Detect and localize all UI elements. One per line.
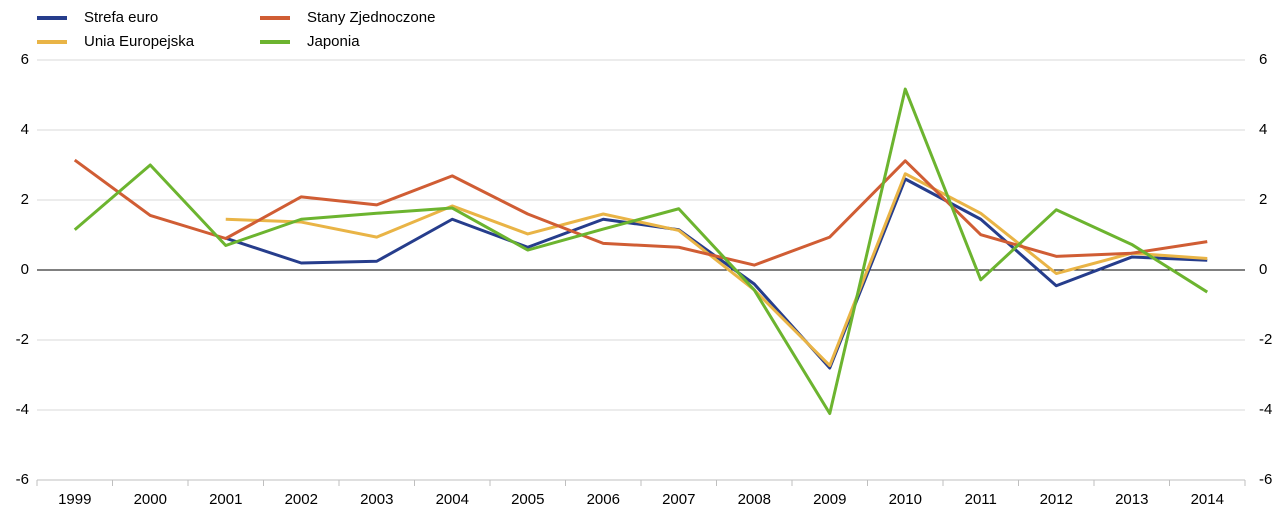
- y-tick-label: 6: [21, 51, 29, 68]
- x-tick-label: 2007: [662, 491, 695, 508]
- series-line: [73, 158, 1208, 267]
- y2-tick-label: -2: [1259, 331, 1272, 348]
- legend-label: Japonia: [307, 33, 360, 50]
- legend-label: Strefa euro: [84, 9, 158, 26]
- x-tick-label: 2012: [1040, 491, 1073, 508]
- x-tick-label: 2004: [436, 491, 469, 508]
- legend-label: Stany Zjednoczone: [307, 9, 435, 26]
- y-tick-label: -4: [16, 401, 29, 418]
- series-line: [225, 172, 1208, 368]
- x-tick-label: 2013: [1115, 491, 1148, 508]
- x-tick-label: 2005: [511, 491, 544, 508]
- x-tick-label: 2002: [285, 491, 318, 508]
- x-tick-label: 2001: [209, 491, 242, 508]
- y-tick-label: 4: [21, 121, 29, 138]
- y-tick-label: -6: [16, 471, 29, 488]
- x-tick-label: 2010: [889, 491, 922, 508]
- y-tick-label: -2: [16, 331, 29, 348]
- y-tick-label: 2: [21, 191, 29, 208]
- x-tick-label: 2003: [360, 491, 393, 508]
- x-tick-label: 2014: [1191, 491, 1224, 508]
- x-tick-label: 2009: [813, 491, 846, 508]
- x-tick-label: 2000: [134, 491, 167, 508]
- series-line: [73, 87, 1209, 415]
- y2-tick-label: 0: [1259, 261, 1267, 278]
- y2-tick-label: 6: [1259, 51, 1267, 68]
- y2-tick-label: 4: [1259, 121, 1267, 138]
- y-tick-label: 0: [21, 261, 29, 278]
- x-tick-label: 2008: [738, 491, 771, 508]
- legend-label: Unia Europejska: [84, 33, 195, 50]
- x-tick-label: 1999: [58, 491, 91, 508]
- x-tick-label: 2006: [587, 491, 620, 508]
- x-tick-label: 2011: [965, 491, 997, 508]
- y2-tick-label: -4: [1259, 401, 1272, 418]
- y2-tick-label: -6: [1259, 471, 1272, 488]
- y2-tick-label: 2: [1259, 191, 1267, 208]
